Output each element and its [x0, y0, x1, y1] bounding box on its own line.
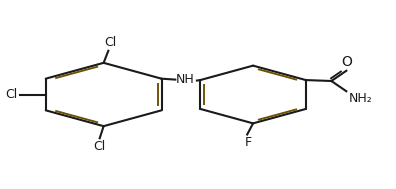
Text: Cl: Cl: [5, 88, 17, 101]
Text: NH₂: NH₂: [348, 92, 372, 105]
Text: Cl: Cl: [105, 36, 117, 50]
Text: NH: NH: [176, 73, 195, 86]
Text: O: O: [342, 55, 352, 69]
Text: Cl: Cl: [93, 140, 106, 153]
Text: F: F: [245, 136, 252, 149]
